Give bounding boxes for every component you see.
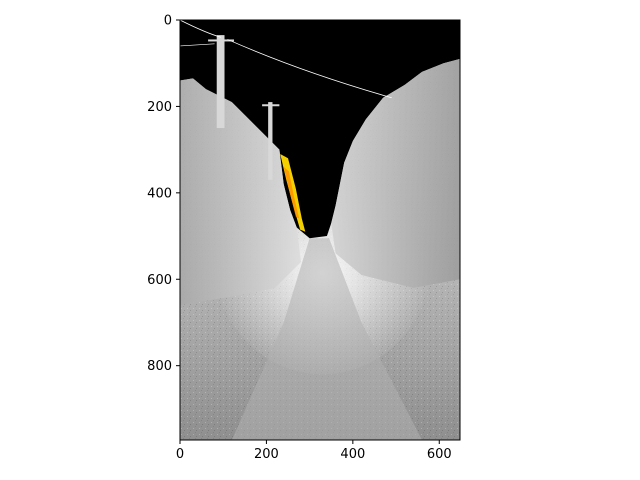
x-tick-label: 400: [340, 447, 365, 462]
image-content: [180, 20, 460, 440]
y-axis: 0 200 400 600 800: [147, 14, 180, 374]
road-path: [231, 238, 422, 440]
y-tick-label: 400: [147, 186, 172, 201]
image-axes: [179, 19, 461, 441]
x-tick-label: 600: [427, 447, 452, 462]
pole-left-crossbar: [208, 39, 235, 42]
x-tick-label: 200: [254, 447, 279, 462]
sky-region: [180, 20, 460, 239]
pole-left: [216, 35, 225, 129]
left-foliage: [180, 78, 301, 306]
x-tick-label: 0: [176, 447, 184, 462]
y-tick-label: 600: [147, 273, 172, 288]
power-line-3: [180, 43, 215, 47]
pole-right: [268, 102, 273, 180]
highlight-core: [283, 166, 300, 219]
axes-frame: [179, 19, 461, 441]
power-line-2: [227, 39, 392, 99]
right-foliage: [331, 58, 460, 288]
pole-right-crossbar: [262, 104, 280, 107]
y-tick-label: 800: [147, 359, 172, 374]
power-line-1: [180, 20, 222, 38]
x-axis: 0 200 400 600: [176, 440, 452, 462]
y-tick-label: 200: [147, 100, 172, 115]
y-tick-label: 0: [164, 14, 172, 29]
